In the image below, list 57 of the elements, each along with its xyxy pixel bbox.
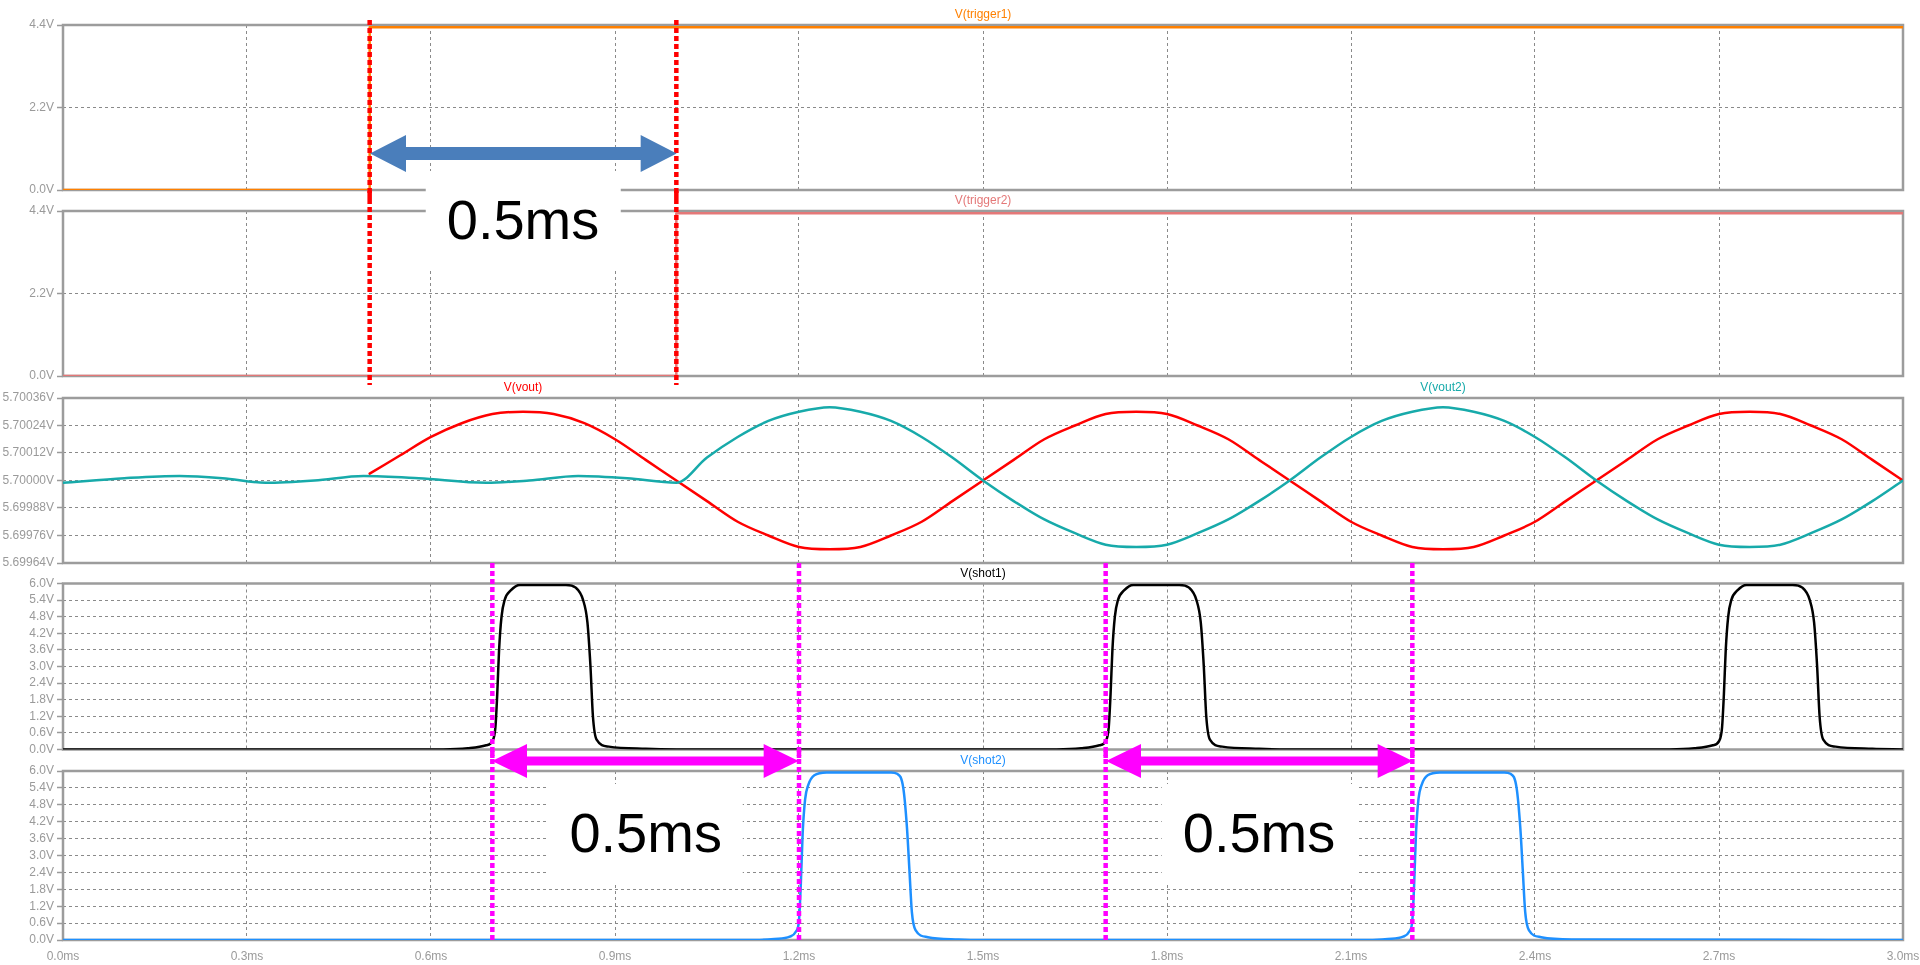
y-tick-label: 2.2V <box>29 99 54 114</box>
y-tick-label: 0.0V <box>29 741 54 756</box>
y-tick-label: 1.2V <box>29 898 54 913</box>
y-tick-label: 5.4V <box>29 592 54 607</box>
series-label: V(vout2) <box>1420 380 1466 395</box>
y-tick-label: 2.4V <box>29 864 54 879</box>
y-tick-label: 5.69964V <box>2 555 54 570</box>
y-tick-label: 5.70036V <box>2 390 54 405</box>
y-tick-label: 2.4V <box>29 675 54 690</box>
x-tick-label: 2.1ms <box>1334 948 1368 963</box>
x-tick-label: 0.3ms <box>230 948 264 963</box>
y-tick-label: 4.8V <box>29 797 54 812</box>
y-tick-label: 0.6V <box>29 915 54 930</box>
annotation: 0.5ms <box>548 784 743 882</box>
y-tick-label: 3.0V <box>29 847 54 862</box>
y-tick-label: 5.70024V <box>2 417 54 432</box>
x-tick-label: 1.5ms <box>966 948 1000 963</box>
y-tick-label: 1.2V <box>29 708 54 723</box>
y-tick-label: 1.8V <box>29 881 54 896</box>
y-tick-label: 5.70012V <box>2 445 54 460</box>
text: V(shot2) <box>960 753 1006 768</box>
series-label: V(trigger2) <box>954 193 1012 208</box>
x-tick-label: 0.6ms <box>414 948 448 963</box>
x-tick-label: 1.8ms <box>1150 948 1184 963</box>
x-tick-label: 0.9ms <box>598 948 632 963</box>
series-label: V(trigger1) <box>954 7 1012 22</box>
series-label: V(vout) <box>503 380 543 395</box>
y-tick-label: 4.4V <box>29 203 54 218</box>
annotation: 0.5ms <box>425 171 621 269</box>
y-tick-label: 1.8V <box>29 691 54 706</box>
y-tick-label: 5.70000V <box>2 472 54 487</box>
annotation: 0.5ms <box>1161 784 1357 882</box>
text: V(shot1) <box>960 565 1006 580</box>
y-tick-label: 5.4V <box>29 780 54 795</box>
x-tick-label: 2.7ms <box>1702 948 1736 963</box>
y-tick-label: 3.6V <box>29 642 54 657</box>
line-series <box>63 405 1903 549</box>
y-tick-label: 4.2V <box>29 814 54 829</box>
y-tick-label: 6.0V <box>29 763 54 778</box>
y-tick-label: 4.2V <box>29 625 54 640</box>
x-tick-label: 2.4ms <box>1518 948 1552 963</box>
y-tick-label: 3.0V <box>29 658 54 673</box>
y-tick-label: 0.0V <box>29 182 54 197</box>
x-tick-label: 0.0ms <box>46 948 80 963</box>
y-tick-label: 0.0V <box>29 368 54 383</box>
y-tick-label: 0.6V <box>29 725 54 740</box>
x-tick-label: 3.0ms <box>1886 948 1920 963</box>
y-tick-label: 6.0V <box>29 575 54 590</box>
y-tick-label: 5.69976V <box>2 527 54 542</box>
y-tick-label: 2.2V <box>29 285 54 300</box>
line-series <box>368 410 1903 551</box>
y-tick-label: 3.6V <box>29 830 54 845</box>
y-tick-label: 0.0V <box>29 932 54 947</box>
y-tick-label: 4.8V <box>29 608 54 623</box>
y-tick-label: 5.69988V <box>2 500 54 515</box>
x-tick-label: 1.2ms <box>782 948 816 963</box>
y-tick-label: 4.4V <box>29 17 54 32</box>
